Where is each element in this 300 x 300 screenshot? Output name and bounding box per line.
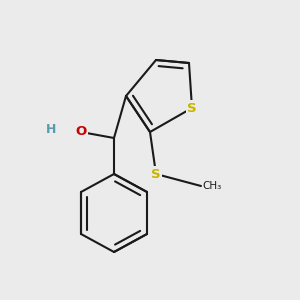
Text: H: H <box>46 122 56 136</box>
Text: CH₃: CH₃ <box>202 181 222 191</box>
Text: O: O <box>75 125 87 139</box>
Text: S: S <box>151 167 161 181</box>
Text: S: S <box>187 101 197 115</box>
